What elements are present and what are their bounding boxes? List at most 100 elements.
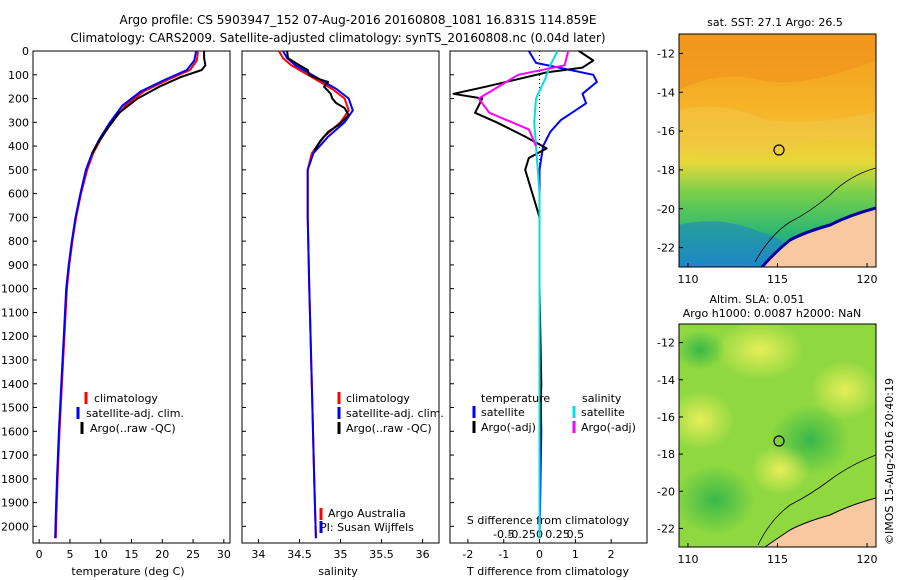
sla-map-title: Altim. SLA: 0.051 <box>709 293 804 306</box>
salinity-x-label: salinity <box>318 565 358 578</box>
x-tick-label: 35.5 <box>369 548 394 561</box>
isobath-contour <box>754 167 876 263</box>
map-y-tick-label: -22 <box>657 522 675 535</box>
difference-x-label-bottom: T difference from climatology <box>466 565 629 578</box>
depth-tick-label: 1700 <box>1 449 29 462</box>
x-tick-label: 30 <box>217 548 231 561</box>
map-y-tick-label: -12 <box>657 337 675 350</box>
sst-map-image <box>679 34 876 267</box>
depth-tick-label: 600 <box>8 188 29 201</box>
series-line-argo-raw-qc- <box>91 51 207 154</box>
x-tick-label: -2 <box>462 548 473 561</box>
series-line-salinity-argo-adj- <box>477 50 570 147</box>
legend-label-argo: Argo(..raw -QC) <box>346 422 432 435</box>
legend-label-satellite: satellite-adj. clim. <box>86 407 184 420</box>
imos-credit: ©IMOS 15-Aug-2016 20:40:19 <box>883 378 896 545</box>
sla-map-axes: -12 -14 -16 -18 -20 -22 110 115 120 <box>657 337 878 566</box>
x-tick-label: 5 <box>66 548 73 561</box>
x-tick-label: -1 <box>498 548 509 561</box>
argo-float-marker <box>773 435 785 447</box>
depth-axis: 0 100 200 300 400 500 600 700 800 900 1000 1100 1200… <box>1 45 454 533</box>
sla-map-image <box>679 324 876 547</box>
salinity-legend: climatology satellite-adj. clim. Argo(..… <box>337 392 444 435</box>
depth-tick-label: 1000 <box>1 283 29 296</box>
argo-float-marker <box>773 144 785 156</box>
s-tick-label: -0.5 <box>493 528 514 541</box>
x-tick-label: 25 <box>186 548 200 561</box>
legend-label-satellite: satellite-adj. clim. <box>346 407 444 420</box>
map-y-tick-label: -18 <box>657 164 675 177</box>
legend-label-argo: Argo(..raw -QC) <box>90 422 176 435</box>
difference-x-axis: -2 -1 0 1 2-0.5-0.25 0 0.250.5 <box>462 528 614 561</box>
x-tick-label: 36 <box>416 548 430 561</box>
temperature-plot-frame <box>32 50 231 544</box>
depth-tick-label: 800 <box>8 235 29 248</box>
difference-legend: temperature satellite Argo(-adj) salinit… <box>472 392 636 434</box>
temperature-x-label: temperature (deg C) <box>71 565 184 578</box>
map-y-tick-label: -20 <box>657 485 675 498</box>
depth-tick-label: 1500 <box>1 402 29 415</box>
map-x-tick-label: 110 <box>677 553 698 566</box>
depth-tick-label: 100 <box>8 69 29 82</box>
depth-tick-label: 700 <box>8 211 29 224</box>
depth-tick-label: 200 <box>8 93 29 106</box>
legend-title-temperature: temperature <box>481 392 550 405</box>
temperature-legend: climatology satellite-adj. clim. Argo(..… <box>76 392 184 435</box>
series-line-satellite-adj-clim- <box>54 50 198 539</box>
map-y-tick-label: -20 <box>657 203 675 216</box>
temperature-x-axis: 0 5 10 15 20 25 30 <box>36 539 231 561</box>
difference-x-label-top: S difference from climatology <box>467 514 630 527</box>
legend-label-temp-satellite: satellite <box>481 406 525 419</box>
map-y-tick-label: -16 <box>657 125 675 138</box>
series-line-satellite-adj-clim- <box>282 50 354 539</box>
legend-label-sal-satellite: satellite <box>581 406 625 419</box>
legend-label-climatology: climatology <box>346 392 410 405</box>
depth-tick-label: 1600 <box>1 425 29 438</box>
series-line-argo-raw-qc- <box>286 50 350 152</box>
x-tick-label: 34 <box>251 548 265 561</box>
legend-label-sal-argo: Argo(-adj) <box>581 421 636 434</box>
depth-tick-label: 400 <box>8 140 29 153</box>
s-tick-label: -0.25 <box>507 528 535 541</box>
legend-label-temp-argo: Argo(-adj) <box>481 421 536 434</box>
x-tick-label: 0 <box>36 548 43 561</box>
figure-title-line1: Argo profile: CS 5903947_152 07-Aug-2016… <box>120 13 597 27</box>
series-line-climatology <box>54 50 199 539</box>
depth-tick-label: 1200 <box>1 330 29 343</box>
map-y-tick-label: -14 <box>657 86 675 99</box>
s-tick-label: 0.5 <box>567 528 585 541</box>
annotation-institution: Argo Australia <box>328 507 406 520</box>
map-x-tick-label: 110 <box>677 273 698 286</box>
sst-map-title: sat. SST: 27.1 Argo: 26.5 <box>707 16 843 29</box>
salinity-x-axis: 34 34.5 35 35.5 36 <box>251 539 430 561</box>
depth-tick-label: 300 <box>8 116 29 129</box>
depth-tick-label: 1800 <box>1 473 29 486</box>
sla-map-subtitle: Argo h1000: 0.0087 h2000: NaN <box>683 307 862 320</box>
map-y-tick-label: -18 <box>657 448 675 461</box>
s-tick-label: 0.25 <box>545 528 570 541</box>
depth-tick-label: 1400 <box>1 378 29 391</box>
x-tick-label: 20 <box>155 548 169 561</box>
difference-plot-frame <box>449 50 648 544</box>
temperature-series <box>54 50 207 539</box>
difference-series <box>452 50 598 543</box>
depth-tick-label: 1900 <box>1 497 29 510</box>
x-tick-label: 10 <box>94 548 108 561</box>
depth-tick-label: 500 <box>8 164 29 177</box>
map-y-tick-label: -16 <box>657 411 675 424</box>
map-x-tick-label: 120 <box>857 553 878 566</box>
x-tick-label: 34.5 <box>287 548 312 561</box>
salinity-series <box>278 50 354 539</box>
series-line-temperature-argo-adj- <box>452 50 595 539</box>
depth-tick-label: 1300 <box>1 354 29 367</box>
land-polygon <box>765 498 876 547</box>
x-tick-label: 2 <box>608 548 615 561</box>
x-tick-label: 0 <box>536 548 543 561</box>
depth-tick-label: 2000 <box>1 520 29 533</box>
map-y-tick-label: -22 <box>657 242 675 255</box>
map-x-tick-label: 120 <box>857 273 878 286</box>
isobath-contour <box>757 454 876 546</box>
series-line-salinity-satellite <box>533 50 559 539</box>
depth-tick-label: 900 <box>8 259 29 272</box>
